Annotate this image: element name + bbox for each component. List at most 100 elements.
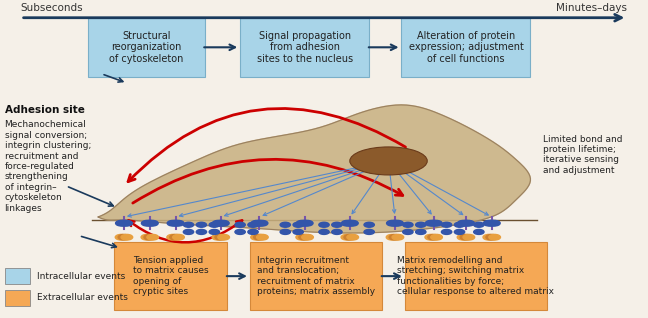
Circle shape [389, 220, 400, 226]
Circle shape [489, 234, 500, 240]
Circle shape [257, 234, 268, 240]
Text: Matrix remodelling and
stretching; switching matrix
functionalities by force;
ce: Matrix remodelling and stretching; switc… [397, 256, 554, 296]
Circle shape [341, 234, 353, 240]
Circle shape [347, 220, 358, 226]
Circle shape [144, 220, 156, 226]
FancyBboxPatch shape [404, 242, 547, 310]
Circle shape [332, 229, 342, 234]
Circle shape [218, 220, 229, 226]
Circle shape [146, 220, 158, 226]
Circle shape [256, 220, 268, 226]
Circle shape [280, 222, 290, 227]
Circle shape [463, 220, 474, 226]
Circle shape [167, 220, 179, 226]
Circle shape [215, 220, 227, 226]
Circle shape [430, 220, 442, 226]
FancyBboxPatch shape [5, 290, 30, 306]
Circle shape [425, 234, 437, 240]
Circle shape [118, 220, 130, 226]
Circle shape [364, 229, 375, 234]
Circle shape [299, 220, 310, 226]
Circle shape [474, 222, 484, 227]
Text: Mechanochemical
signal conversion;
integrin clustering;
recruitment and
force-re: Mechanochemical signal conversion; integ… [5, 121, 91, 213]
Circle shape [319, 229, 329, 234]
Circle shape [118, 234, 130, 240]
Circle shape [441, 222, 452, 227]
Circle shape [215, 234, 227, 240]
Circle shape [141, 234, 153, 240]
Circle shape [235, 222, 246, 227]
Circle shape [319, 222, 329, 227]
Circle shape [209, 222, 220, 227]
Text: Subseconds: Subseconds [21, 3, 84, 13]
Circle shape [299, 234, 310, 240]
Circle shape [425, 220, 437, 226]
Circle shape [248, 229, 258, 234]
Circle shape [301, 220, 313, 226]
Circle shape [392, 234, 404, 240]
Circle shape [389, 234, 400, 240]
Circle shape [173, 234, 184, 240]
Circle shape [144, 234, 156, 240]
FancyBboxPatch shape [89, 18, 205, 77]
Circle shape [387, 220, 399, 226]
Circle shape [115, 234, 127, 240]
Text: Signal propagation
from adhesion
sites to the nucleus: Signal propagation from adhesion sites t… [257, 31, 353, 64]
Circle shape [332, 222, 342, 227]
Circle shape [251, 220, 262, 226]
Circle shape [415, 222, 426, 227]
Circle shape [209, 229, 220, 234]
Text: Integrin recruitment
and translocation;
recruitment of matrix
proteins; matrix a: Integrin recruitment and translocation; … [257, 256, 375, 296]
Circle shape [428, 220, 439, 226]
Text: Structural
reorganization
of cytoskeleton: Structural reorganization of cytoskeleto… [110, 31, 184, 64]
Circle shape [463, 234, 474, 240]
Circle shape [183, 229, 194, 234]
Circle shape [253, 234, 265, 240]
Circle shape [483, 234, 494, 240]
Circle shape [457, 234, 469, 240]
Text: Tension applied
to matrix causes
opening of
cryptic sites: Tension applied to matrix causes opening… [133, 256, 209, 296]
Circle shape [141, 220, 153, 226]
Circle shape [341, 220, 353, 226]
Circle shape [172, 220, 184, 226]
Circle shape [392, 220, 403, 226]
Text: Alteration of protein
expression; adjustment
of cell functions: Alteration of protein expression; adjust… [408, 31, 524, 64]
Circle shape [183, 222, 194, 227]
Circle shape [296, 234, 308, 240]
FancyBboxPatch shape [249, 242, 382, 310]
Polygon shape [98, 105, 531, 233]
Text: Minutes–days: Minutes–days [556, 3, 627, 13]
Text: Intracellular events: Intracellular events [37, 272, 125, 281]
Circle shape [115, 220, 127, 226]
Circle shape [457, 220, 469, 226]
Circle shape [218, 234, 229, 240]
Circle shape [344, 220, 356, 226]
Circle shape [196, 229, 207, 234]
FancyBboxPatch shape [240, 18, 369, 77]
Circle shape [253, 220, 265, 226]
Circle shape [486, 234, 498, 240]
Circle shape [428, 234, 439, 240]
Circle shape [121, 220, 132, 226]
Circle shape [248, 222, 258, 227]
Circle shape [170, 220, 181, 226]
Circle shape [441, 229, 452, 234]
Text: Extracellular events: Extracellular events [37, 294, 128, 302]
Circle shape [347, 234, 358, 240]
Circle shape [454, 222, 465, 227]
Circle shape [212, 234, 224, 240]
Circle shape [386, 234, 398, 240]
Circle shape [483, 220, 495, 226]
Circle shape [431, 234, 443, 240]
FancyBboxPatch shape [5, 268, 30, 284]
Circle shape [402, 222, 413, 227]
Text: Adhesion site: Adhesion site [5, 105, 84, 115]
Circle shape [460, 234, 472, 240]
Circle shape [454, 229, 465, 234]
Circle shape [280, 229, 290, 234]
Circle shape [251, 234, 262, 240]
Circle shape [364, 222, 375, 227]
Circle shape [489, 220, 500, 226]
Circle shape [302, 234, 314, 240]
Circle shape [293, 222, 303, 227]
